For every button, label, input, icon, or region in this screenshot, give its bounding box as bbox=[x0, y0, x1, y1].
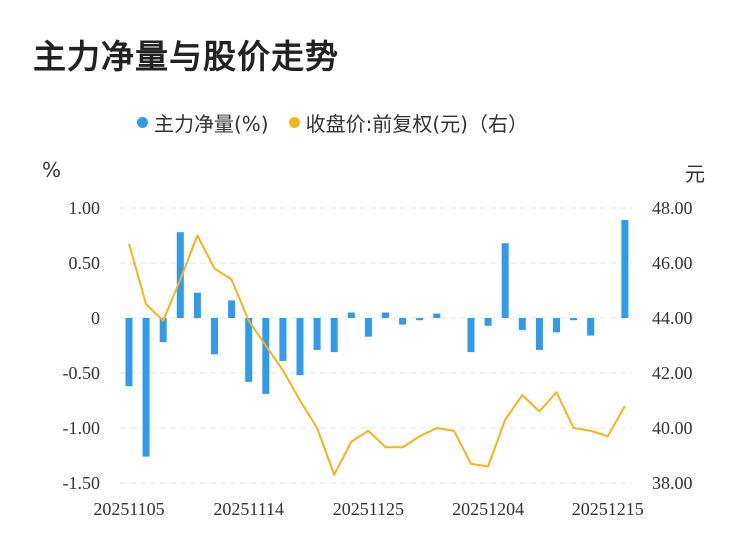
bar-mark[interactable] bbox=[159, 318, 167, 343]
bar-mark[interactable] bbox=[330, 318, 338, 353]
x-tick-label: 20251204 bbox=[452, 499, 524, 519]
legend-item-line[interactable]: 收盘价:前复权(元)（右） bbox=[288, 108, 528, 137]
left-tick-label: 1.00 bbox=[69, 198, 101, 218]
price-line[interactable] bbox=[128, 234, 626, 476]
right-tick-label: 40.00 bbox=[652, 418, 693, 438]
right-tick-label: 46.00 bbox=[652, 253, 693, 273]
legend-line-dot-icon bbox=[288, 117, 300, 128]
bar-mark[interactable] bbox=[587, 318, 595, 336]
left-tick-label: -1.00 bbox=[63, 418, 101, 438]
left-tick-label: -1.50 bbox=[63, 473, 101, 493]
bar-mark[interactable] bbox=[570, 318, 578, 321]
bar-mark[interactable] bbox=[296, 318, 304, 376]
bar-mark[interactable] bbox=[467, 318, 475, 353]
bar-mark[interactable] bbox=[518, 318, 526, 331]
bar-mark[interactable] bbox=[245, 318, 253, 382]
bar-mark[interactable] bbox=[553, 318, 560, 333]
legend-bar-dot-icon bbox=[137, 117, 148, 128]
right-axis-unit: 元 bbox=[685, 162, 705, 186]
axis-labels: 1.00 0.50 0 -0.50 -1.00 -1.50 48.00 46.00 44.00 4… bbox=[63, 198, 693, 519]
bar-mark[interactable] bbox=[501, 243, 509, 318]
bar-mark[interactable] bbox=[211, 318, 218, 355]
x-tick-label: 20251215 bbox=[572, 499, 644, 519]
right-tick-label: 48.00 bbox=[652, 198, 693, 218]
x-tick-label: 20251125 bbox=[333, 499, 404, 519]
bar-mark[interactable] bbox=[228, 300, 236, 318]
left-tick-label: 0 bbox=[91, 308, 100, 328]
bar-series bbox=[125, 220, 629, 457]
bar-mark[interactable] bbox=[484, 318, 492, 326]
bar-mark[interactable] bbox=[313, 318, 321, 350]
bar-mark[interactable] bbox=[535, 318, 543, 350]
bar-mark[interactable] bbox=[416, 318, 424, 321]
bar-mark[interactable] bbox=[364, 318, 372, 337]
x-tick-label: 20251114 bbox=[213, 499, 284, 519]
right-tick-label: 42.00 bbox=[652, 363, 693, 383]
bar-mark[interactable] bbox=[347, 312, 355, 319]
bar-mark[interactable] bbox=[262, 318, 270, 394]
chart-title: 主力净量与股价走势 bbox=[33, 37, 339, 76]
right-tick-label: 38.00 bbox=[652, 473, 693, 493]
left-tick-label: -0.50 bbox=[63, 363, 101, 383]
legend-item-bar[interactable]: 主力净量(%) bbox=[137, 108, 269, 137]
bar-mark[interactable] bbox=[142, 318, 150, 457]
bar-mark[interactable] bbox=[176, 232, 184, 318]
bar-mark[interactable] bbox=[382, 312, 389, 319]
bar-mark[interactable] bbox=[621, 220, 629, 318]
left-tick-label: 0.50 bbox=[69, 253, 101, 273]
x-tick-label: 20251105 bbox=[93, 499, 164, 519]
right-tick-label: 44.00 bbox=[652, 308, 693, 328]
bar-mark[interactable] bbox=[125, 318, 133, 387]
bar-mark[interactable] bbox=[399, 318, 407, 325]
grid-layer bbox=[120, 207, 632, 484]
left-axis-unit: % bbox=[42, 158, 62, 182]
line-series bbox=[128, 234, 626, 476]
bar-mark[interactable] bbox=[279, 318, 287, 361]
bar-mark[interactable] bbox=[193, 292, 201, 318]
legend-line-label: 收盘价:前复权(元)（右） bbox=[305, 112, 528, 136]
legend-bar-label: 主力净量(%) bbox=[154, 112, 269, 136]
bar-mark[interactable] bbox=[433, 313, 441, 318]
legend: 主力净量(%) 收盘价:前复权(元)（右） bbox=[137, 108, 548, 137]
